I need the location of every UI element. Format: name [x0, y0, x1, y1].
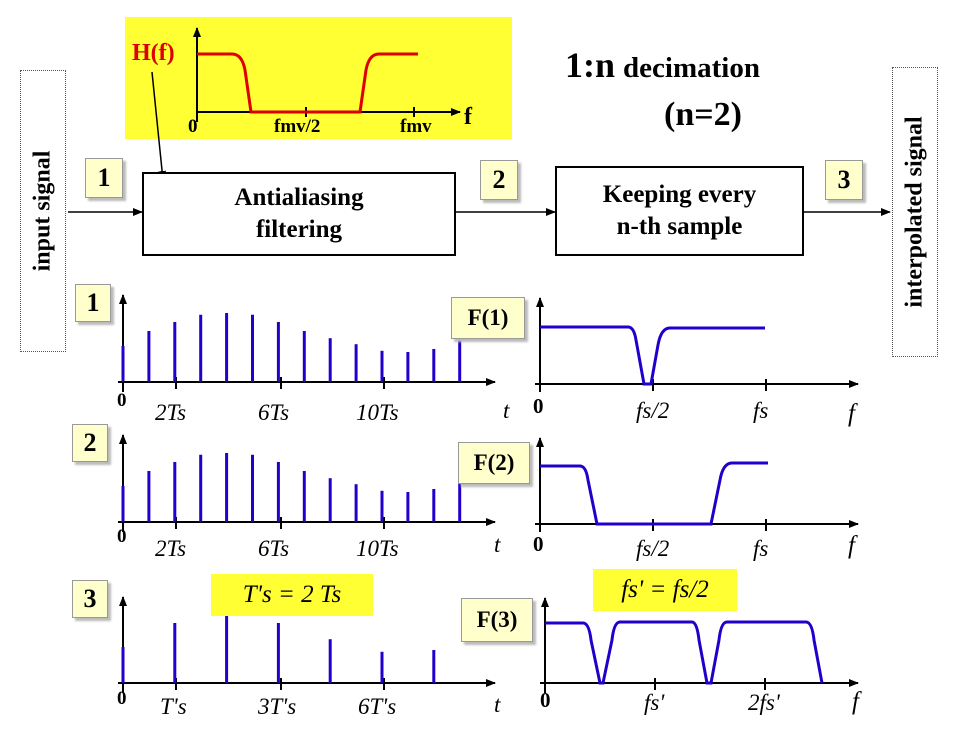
inset-axis-f: f	[464, 104, 472, 130]
t1-tick-c: 10Ts	[356, 400, 399, 425]
t3-zero: 0	[117, 688, 127, 709]
title-ratio: 1:n	[565, 45, 616, 85]
period-note: T's = 2 Ts	[211, 574, 373, 616]
filter-response-curve	[197, 52, 418, 114]
f3-tick-a: fs'	[644, 690, 665, 715]
t1-axis-t: t	[503, 398, 510, 423]
t3-tick-c: 6T's	[358, 694, 397, 719]
filter-inset	[125, 17, 512, 139]
inset-tick-half: fmv/2	[274, 116, 321, 137]
f2-zero: 0	[533, 532, 544, 556]
interpolated-signal-label: interpolated signal	[892, 67, 938, 357]
t2-tick-c: 10Ts	[356, 536, 399, 561]
f3-tick-b: 2fs'	[748, 690, 780, 715]
sample-stems	[121, 313, 462, 683]
f3-axis-f: f	[852, 688, 859, 715]
t2-axis-t: t	[494, 532, 501, 557]
f2-tick-b: fs	[753, 536, 769, 561]
row-badge-3: 3	[72, 580, 108, 618]
row-badge-2: 2	[72, 424, 108, 462]
t3-tick-a: T's	[160, 694, 187, 719]
interpolated-signal-text: interpolated signal	[901, 116, 928, 308]
f1-label: F(1)	[451, 297, 525, 339]
input-signal-text: input signal	[29, 150, 56, 272]
f3-label: F(3)	[461, 598, 533, 642]
f2-axis-f: f	[848, 532, 855, 559]
rate-note: fs' = fs/2	[593, 569, 737, 611]
f1-tick-a: fs/2	[636, 398, 670, 423]
t2-tick-a: 2Ts	[155, 536, 187, 561]
page-title: 1:n decimation	[565, 44, 760, 86]
keep-line1: Keeping every	[602, 180, 757, 208]
f1-tick-b: fs	[753, 398, 769, 423]
t2-zero: 0	[117, 526, 127, 547]
antialias-line2: filtering	[255, 216, 343, 243]
hf-pointer	[151, 71, 167, 181]
f2-tick-a: fs/2	[636, 536, 670, 561]
inset-tick-full: fmv	[400, 116, 432, 137]
inset-tick-zero: 0	[188, 116, 198, 137]
badge-1: 1	[85, 158, 123, 198]
spectrum-3	[545, 620, 824, 685]
hf-label: H(f)	[132, 40, 175, 66]
keep-sample-block: Keeping every n-th sample	[555, 166, 804, 256]
f1-zero: 0	[533, 394, 544, 418]
title-word: decimation	[623, 52, 760, 84]
t1-tick-a: 2Ts	[155, 400, 187, 425]
f2-label: F(2)	[458, 442, 530, 484]
badge-2: 2	[480, 160, 518, 200]
t1-tick-b: 6Ts	[258, 400, 290, 425]
spectrum-2	[540, 461, 768, 526]
antialias-line1: Antialiasing	[234, 183, 364, 211]
t1-zero: 0	[117, 390, 127, 411]
title-n: (n=2)	[664, 96, 742, 133]
antialiasing-block: Antialiasing filtering	[142, 172, 456, 256]
f3-zero: 0	[540, 688, 551, 712]
keep-line2: n-th sample	[616, 213, 743, 240]
row-badge-1: 1	[75, 284, 111, 322]
spectrum-1	[540, 325, 765, 386]
f1-axis-f: f	[848, 400, 855, 427]
badge-3: 3	[825, 160, 863, 200]
t2-tick-b: 6Ts	[258, 536, 290, 561]
input-signal-label: input signal	[20, 70, 66, 352]
t3-axis-t: t	[494, 692, 501, 717]
t3-tick-b: 3T's	[258, 694, 297, 719]
